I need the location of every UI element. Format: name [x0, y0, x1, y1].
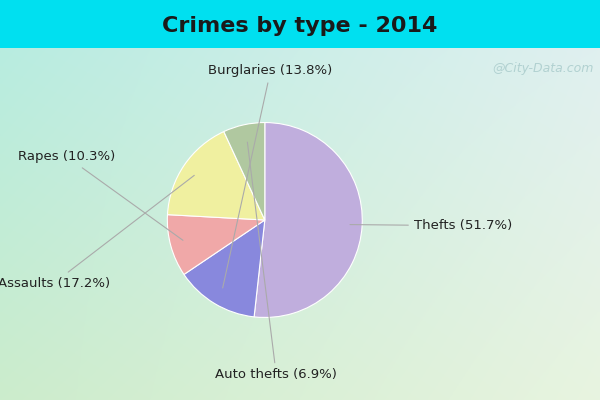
Text: Thefts (51.7%): Thefts (51.7%) [350, 219, 512, 232]
Wedge shape [167, 132, 265, 220]
Wedge shape [167, 215, 265, 274]
Text: @City-Data.com: @City-Data.com [492, 62, 593, 75]
Text: Rapes (10.3%): Rapes (10.3%) [19, 150, 183, 240]
Wedge shape [184, 220, 265, 317]
Text: Burglaries (13.8%): Burglaries (13.8%) [208, 64, 332, 288]
Text: Auto thefts (6.9%): Auto thefts (6.9%) [215, 142, 337, 381]
Text: Crimes by type - 2014: Crimes by type - 2014 [163, 16, 437, 36]
Text: Assaults (17.2%): Assaults (17.2%) [0, 175, 194, 290]
Wedge shape [224, 122, 265, 220]
Wedge shape [254, 122, 362, 318]
